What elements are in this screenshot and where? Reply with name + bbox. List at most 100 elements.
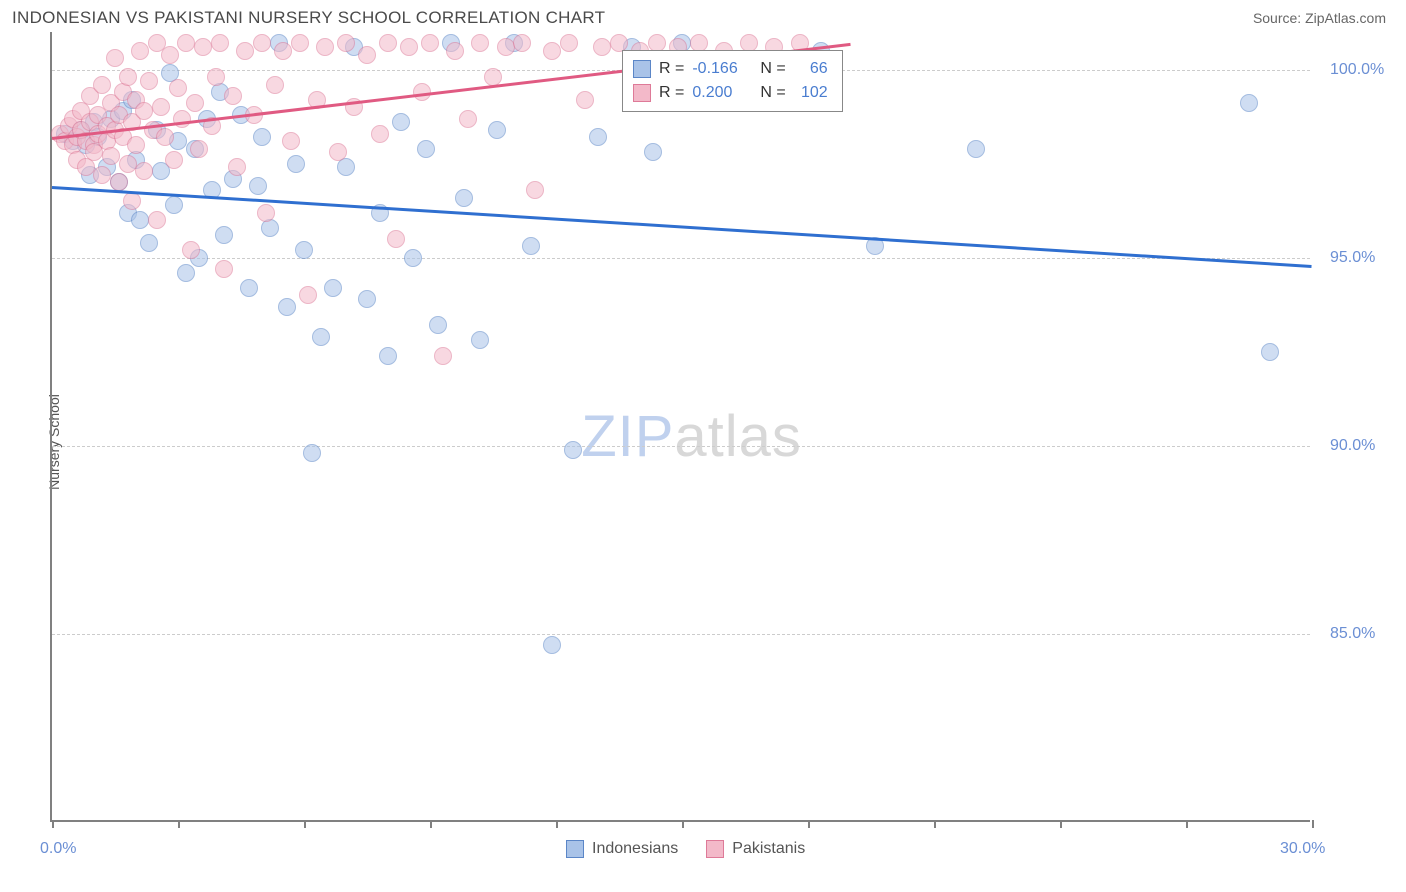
data-point bbox=[282, 132, 300, 150]
stat-n-value: 102 bbox=[794, 81, 828, 105]
data-point bbox=[131, 211, 149, 229]
data-point bbox=[324, 279, 342, 297]
data-point bbox=[161, 46, 179, 64]
data-point bbox=[593, 38, 611, 56]
data-point bbox=[102, 147, 120, 165]
x-tick bbox=[1312, 820, 1314, 828]
x-tick bbox=[934, 820, 936, 828]
data-point bbox=[564, 441, 582, 459]
x-label-right: 30.0% bbox=[1280, 840, 1325, 858]
data-point bbox=[526, 181, 544, 199]
source-label: Source: ZipAtlas.com bbox=[1253, 10, 1386, 26]
data-point bbox=[371, 125, 389, 143]
data-point bbox=[177, 34, 195, 52]
x-tick bbox=[1186, 820, 1188, 828]
legend-label: Indonesians bbox=[592, 840, 678, 858]
x-tick bbox=[178, 820, 180, 828]
stat-r-value: -0.166 bbox=[692, 57, 748, 81]
gridline bbox=[52, 258, 1310, 259]
stat-r-label: R = bbox=[659, 81, 684, 105]
data-point bbox=[156, 128, 174, 146]
data-point bbox=[291, 34, 309, 52]
data-point bbox=[358, 290, 376, 308]
x-tick bbox=[52, 820, 54, 828]
data-point bbox=[215, 226, 233, 244]
data-point bbox=[459, 110, 477, 128]
stat-swatch bbox=[633, 60, 651, 78]
data-point bbox=[429, 316, 447, 334]
stat-n-value: 66 bbox=[794, 57, 828, 81]
data-point bbox=[224, 87, 242, 105]
data-point bbox=[253, 34, 271, 52]
data-point bbox=[236, 42, 254, 60]
data-point bbox=[295, 241, 313, 259]
data-point bbox=[131, 42, 149, 60]
data-point bbox=[417, 140, 435, 158]
data-point bbox=[165, 196, 183, 214]
x-tick bbox=[682, 820, 684, 828]
data-point bbox=[207, 68, 225, 86]
legend-swatch bbox=[566, 840, 584, 858]
data-point bbox=[560, 34, 578, 52]
data-point bbox=[513, 34, 531, 52]
data-point bbox=[135, 162, 153, 180]
data-point bbox=[446, 42, 464, 60]
stat-r-value: 0.200 bbox=[692, 81, 748, 105]
data-point bbox=[169, 79, 187, 97]
stat-n-label: N = bbox=[760, 81, 785, 105]
legend-label: Pakistanis bbox=[732, 840, 805, 858]
data-point bbox=[253, 128, 271, 146]
x-tick bbox=[1060, 820, 1062, 828]
data-point bbox=[434, 347, 452, 365]
legend-swatch bbox=[706, 840, 724, 858]
stat-swatch bbox=[633, 84, 651, 102]
legend-item: Indonesians bbox=[566, 840, 678, 858]
data-point bbox=[123, 192, 141, 210]
data-point bbox=[312, 328, 330, 346]
gridline bbox=[52, 446, 1310, 447]
data-point bbox=[93, 76, 111, 94]
header: INDONESIAN VS PAKISTANI NURSERY SCHOOL C… bbox=[0, 0, 1406, 32]
data-point bbox=[329, 143, 347, 161]
data-point bbox=[471, 34, 489, 52]
stat-row: R =-0.166N =66 bbox=[633, 57, 828, 81]
data-point bbox=[400, 38, 418, 56]
data-point bbox=[303, 444, 321, 462]
legend-item: Pakistanis bbox=[706, 840, 805, 858]
data-point bbox=[194, 38, 212, 56]
x-label-left: 0.0% bbox=[40, 840, 76, 858]
data-point bbox=[316, 38, 334, 56]
data-point bbox=[387, 230, 405, 248]
data-point bbox=[392, 113, 410, 131]
data-point bbox=[140, 234, 158, 252]
watermark: ZIPatlas bbox=[581, 403, 802, 470]
data-point bbox=[497, 38, 515, 56]
stat-row: R = 0.200 N = 102 bbox=[633, 81, 828, 105]
data-point bbox=[455, 189, 473, 207]
data-point bbox=[182, 241, 200, 259]
data-point bbox=[287, 155, 305, 173]
data-point bbox=[358, 46, 376, 64]
data-point bbox=[278, 298, 296, 316]
trend-line bbox=[52, 186, 1312, 267]
data-point bbox=[249, 177, 267, 195]
data-point bbox=[186, 94, 204, 112]
data-point bbox=[119, 68, 137, 86]
stat-box: R =-0.166N =66R = 0.200 N = 102 bbox=[622, 50, 843, 112]
chart-container: Nursery School ZIPatlas R =-0.166N =66R … bbox=[0, 32, 1406, 852]
gridline bbox=[52, 634, 1310, 635]
data-point bbox=[119, 155, 137, 173]
data-point bbox=[140, 72, 158, 90]
data-point bbox=[148, 211, 166, 229]
data-point bbox=[576, 91, 594, 109]
data-point bbox=[215, 260, 233, 278]
x-tick bbox=[430, 820, 432, 828]
data-point bbox=[93, 166, 111, 184]
data-point bbox=[152, 98, 170, 116]
data-point bbox=[165, 151, 183, 169]
data-point bbox=[1240, 94, 1258, 112]
data-point bbox=[644, 143, 662, 161]
chart-title: INDONESIAN VS PAKISTANI NURSERY SCHOOL C… bbox=[12, 8, 605, 28]
data-point bbox=[266, 76, 284, 94]
data-point bbox=[421, 34, 439, 52]
